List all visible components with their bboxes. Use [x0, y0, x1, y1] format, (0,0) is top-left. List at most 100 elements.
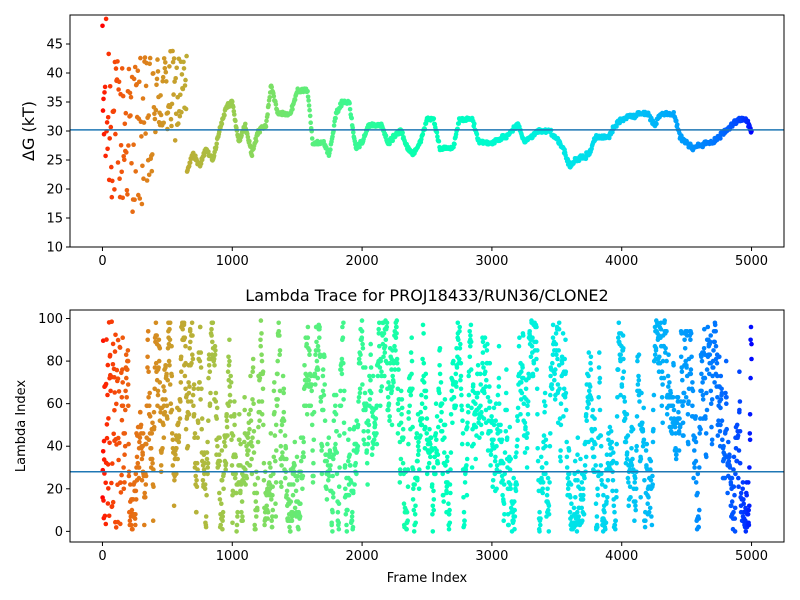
lambda-point	[723, 358, 729, 364]
lambda-point	[518, 397, 524, 402]
lambda-point	[700, 380, 705, 385]
lambda-point	[586, 350, 592, 355]
lambda-point	[481, 365, 486, 370]
lambda-point	[531, 360, 537, 366]
lambda-point	[512, 507, 517, 513]
lambda-point	[353, 460, 359, 466]
lambda-point	[748, 324, 754, 330]
lambda-point	[331, 495, 336, 500]
lambda-point	[217, 435, 222, 441]
lambda-point	[308, 403, 314, 409]
lambda-point	[597, 375, 603, 381]
lambda-point	[635, 358, 640, 364]
lambda-point	[226, 354, 231, 360]
lambda-point	[342, 431, 347, 436]
lambda-point	[284, 492, 289, 498]
lambda-point	[169, 343, 174, 349]
lambda-point	[198, 397, 203, 402]
lambda-point	[664, 329, 669, 334]
lambda-point	[272, 433, 278, 438]
lambda-point	[662, 318, 667, 323]
lambda-point	[503, 390, 509, 396]
lambda-point	[368, 341, 374, 347]
lambda-point	[274, 448, 279, 453]
delta-g-point	[181, 59, 186, 65]
lambda-point	[399, 397, 405, 402]
lambda-point	[157, 380, 163, 385]
lambda-point	[569, 501, 574, 507]
lambda-point	[492, 458, 498, 464]
lambda-point	[405, 484, 411, 490]
lambda-point	[628, 495, 633, 500]
lambda-point	[487, 360, 493, 366]
lambda-point	[453, 403, 459, 409]
lambda-point	[248, 373, 253, 379]
lambda-point	[244, 475, 250, 481]
lambda-point	[234, 490, 239, 496]
lambda-point	[547, 480, 552, 485]
lambda-point	[740, 480, 746, 485]
lambda-point	[446, 526, 452, 532]
delta-g-point	[128, 94, 134, 100]
lambda-point	[261, 478, 267, 483]
delta-g-point	[198, 161, 204, 167]
lambda-point	[234, 529, 239, 534]
lambda-point	[182, 335, 188, 341]
delta-g-point	[243, 121, 248, 127]
lambda-point	[192, 435, 197, 441]
delta-g-point	[169, 101, 175, 107]
lambda-point	[411, 529, 417, 534]
delta-g-x-tick-label: 4000	[605, 254, 638, 269]
lambda-point	[143, 482, 149, 487]
lambda-point	[451, 395, 457, 400]
lambda-point	[221, 486, 226, 492]
lambda-point	[275, 358, 281, 364]
lambda-point	[651, 426, 656, 432]
lambda-point	[289, 518, 295, 523]
lambda-point	[523, 386, 529, 392]
delta-g-point	[214, 141, 219, 146]
lambda-point	[415, 458, 420, 464]
lambda-point	[172, 478, 177, 483]
lambda-point	[550, 335, 556, 341]
lambda-point	[338, 388, 343, 394]
lambda-point	[413, 503, 418, 509]
lambda-point	[394, 318, 400, 323]
lambda-point	[224, 424, 230, 430]
lambda-point	[593, 463, 598, 468]
lambda-x-label: Frame Index	[387, 571, 468, 586]
lambda-point	[265, 509, 271, 515]
lambda-point	[374, 403, 380, 409]
lambda-point	[165, 377, 170, 383]
lambda-point	[397, 467, 403, 472]
lambda-point	[464, 492, 470, 498]
lambda-point	[621, 346, 626, 351]
lambda-point	[420, 356, 425, 362]
lambda-point	[405, 518, 411, 523]
lambda-point	[487, 399, 493, 404]
lambda-point	[614, 495, 619, 500]
lambda-point	[593, 441, 598, 447]
lambda-point	[636, 377, 642, 383]
lambda-point	[462, 480, 468, 485]
lambda-point	[315, 343, 321, 349]
lambda-point	[330, 473, 336, 479]
lambda-point	[641, 405, 646, 411]
lambda-point	[197, 324, 203, 330]
lambda-point	[575, 452, 580, 458]
lambda-point	[305, 324, 311, 330]
lambda-point	[161, 422, 166, 428]
delta-g-point	[674, 118, 679, 124]
lambda-point	[250, 369, 255, 375]
lambda-point	[340, 335, 346, 341]
lambda-point	[235, 514, 240, 519]
lambda-point	[576, 514, 581, 519]
lambda-point	[630, 456, 635, 462]
lambda-point	[130, 526, 135, 532]
lambda-point	[374, 441, 380, 447]
lambda-point	[632, 518, 637, 523]
lambda-point	[711, 365, 716, 370]
lambda-point	[183, 426, 189, 432]
lambda-point	[625, 475, 631, 481]
lambda-point	[535, 458, 541, 464]
